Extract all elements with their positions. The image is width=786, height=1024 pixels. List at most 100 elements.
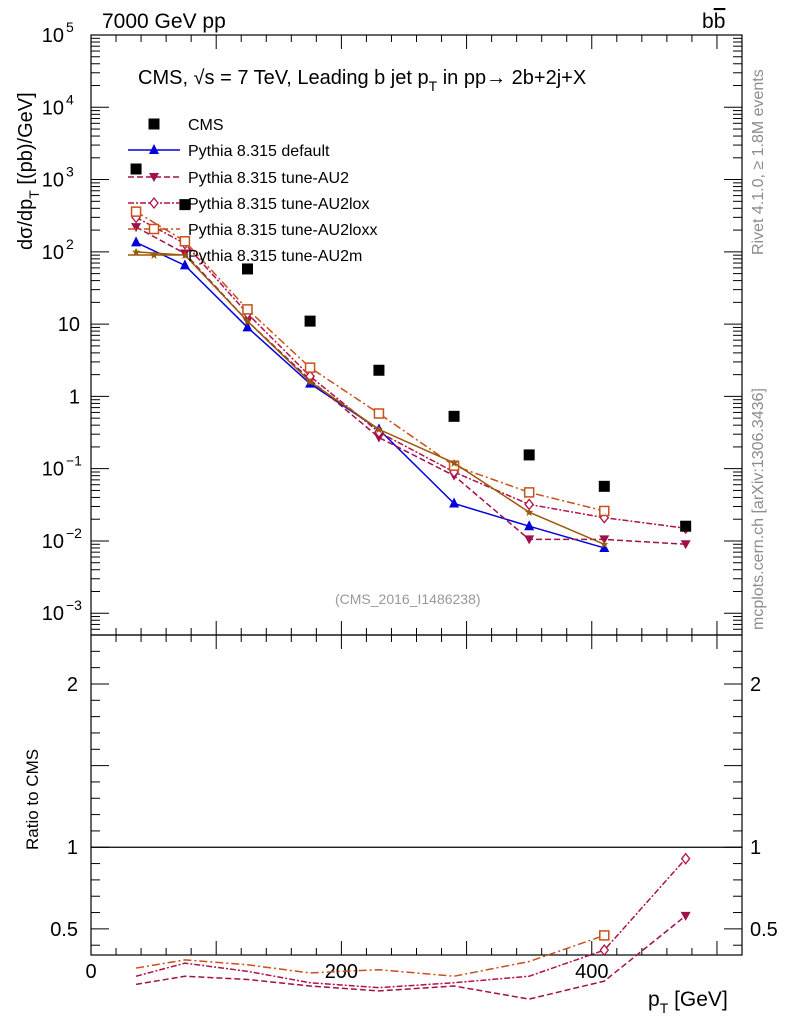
plot-title: CMS, √s = 7 TeV, Leading b jet pT in pp→… xyxy=(138,67,586,94)
y-tick-label: 10 xyxy=(42,242,64,264)
legend-marker xyxy=(148,223,160,235)
series-marker xyxy=(680,540,691,550)
series-marker xyxy=(130,206,142,217)
x-axis-label: pT [GeV] xyxy=(648,988,728,1016)
ratio-tick-label-left: 0.5 xyxy=(50,919,78,941)
y-tick-exponent: −3 xyxy=(66,597,82,613)
y-tick-label: 10 xyxy=(42,603,64,625)
legend-label: Pythia 8.315 tune-AU2loxx xyxy=(188,222,377,239)
series-marker xyxy=(180,251,189,260)
analysis-watermark: (CMS_2016_I1486238) xyxy=(335,591,481,607)
legend-marker xyxy=(149,196,159,210)
series-marker xyxy=(131,236,142,247)
ratio-marker xyxy=(599,944,610,957)
legend-label: Pythia 8.315 tune-AU2 xyxy=(188,170,349,187)
cms-marker xyxy=(448,410,460,422)
legend-marker xyxy=(149,144,159,154)
ratio-tick-label-right: 1 xyxy=(750,837,761,859)
series-line xyxy=(135,241,605,549)
header-right-bar: b xyxy=(714,10,726,33)
cms-marker xyxy=(373,364,385,376)
series-marker xyxy=(242,304,253,315)
legend-marker xyxy=(148,118,160,130)
series-marker xyxy=(449,497,460,508)
plot-title-sub: T xyxy=(429,78,438,94)
series-marker xyxy=(304,362,316,373)
ratio-y-axis-label: Ratio to CMS xyxy=(23,749,42,850)
x-tick-label: 0 xyxy=(85,961,96,983)
series-line xyxy=(135,226,686,546)
y-tick-label: 10 xyxy=(42,531,64,553)
cms-marker xyxy=(130,163,142,175)
ratio-tick-label-left: 1 xyxy=(67,837,78,859)
ratio-tick-label-left: 2 xyxy=(67,674,78,696)
legend-marker xyxy=(149,173,159,182)
series-marker xyxy=(599,535,610,545)
legend: CMS Pythia 8.315 default Pythia 8.315 tune… xyxy=(128,117,377,265)
legend-label: Pythia 8.315 tune-AU2m xyxy=(188,248,362,265)
series-marker xyxy=(599,541,610,552)
y-tick-exponent: 3 xyxy=(66,164,74,180)
series-marker xyxy=(374,425,383,434)
series-marker xyxy=(243,317,252,326)
series-marker xyxy=(524,498,535,511)
series-marker xyxy=(525,508,534,517)
y-tick-label: 10 xyxy=(58,314,80,336)
cms-marker xyxy=(598,480,610,492)
ratio-tick-label-right: 0.5 xyxy=(750,919,778,941)
series-marker xyxy=(523,487,535,498)
ratio-marker xyxy=(599,930,610,941)
series-marker xyxy=(242,321,253,332)
x-axis-label-tail: [GeV] xyxy=(668,988,728,1011)
x-tick-label: 400 xyxy=(575,961,608,983)
y-axis-label: dσ/dpT [(pb)/GeV] xyxy=(15,92,42,250)
header-left: 7000 GeV pp xyxy=(102,10,226,33)
ratio-marker xyxy=(680,852,691,865)
ratio-tick-label-right: 2 xyxy=(750,674,761,696)
series-marker xyxy=(600,540,609,549)
series-marker xyxy=(131,223,142,233)
rivet-label: Rivet 4.1.0, ≥ 1.8M events xyxy=(750,69,767,255)
y-tick-exponent: −2 xyxy=(66,525,82,541)
legend-label: CMS xyxy=(188,117,224,134)
x-axis-label-sub: T xyxy=(660,1000,669,1016)
cms-marker xyxy=(523,449,535,461)
ratio-line xyxy=(135,915,687,1000)
series-marker xyxy=(524,535,535,545)
cms-data-layer xyxy=(130,163,692,532)
series-marker xyxy=(179,236,191,247)
y-tick-label: 1 xyxy=(69,386,80,408)
ratio-plot-frame xyxy=(90,634,743,956)
x-tick-label: 200 xyxy=(325,961,358,983)
plot-title-tail: in pp→ 2b+2j+X xyxy=(437,67,586,89)
series-marker xyxy=(179,259,190,270)
cms-marker xyxy=(241,263,253,275)
header-right: bb xyxy=(702,10,725,33)
legend-marker xyxy=(150,251,158,259)
y-tick-exponent: −1 xyxy=(66,453,82,469)
series-marker xyxy=(373,408,385,419)
series-marker xyxy=(132,247,141,256)
y-axis-label-tail: [(pb)/GeV] xyxy=(15,92,37,190)
y-tick-label: 10 xyxy=(42,459,64,481)
ratio-marker xyxy=(680,911,691,921)
y-tick-label: 10 xyxy=(42,170,64,192)
legend-label: Pythia 8.315 default xyxy=(188,143,330,160)
ratio-line xyxy=(135,934,605,977)
series-marker xyxy=(599,505,610,517)
cms-marker xyxy=(304,315,316,327)
series-line xyxy=(136,251,605,545)
mcplots-label: mcplots.cern.ch [arXiv:1306.3436] xyxy=(750,388,767,630)
y-axis-label-sub: T xyxy=(26,190,42,199)
y-tick-label: 10 xyxy=(42,97,64,119)
cms-marker xyxy=(680,520,692,532)
cms-marker xyxy=(179,199,191,211)
y-tick-exponent: 5 xyxy=(66,19,74,35)
y-tick-exponent: 2 xyxy=(66,236,74,252)
series-marker xyxy=(524,520,535,531)
series-marker xyxy=(450,458,459,467)
y-tick-label: 10 xyxy=(42,25,64,47)
y-tick-exponent: 4 xyxy=(66,91,74,107)
